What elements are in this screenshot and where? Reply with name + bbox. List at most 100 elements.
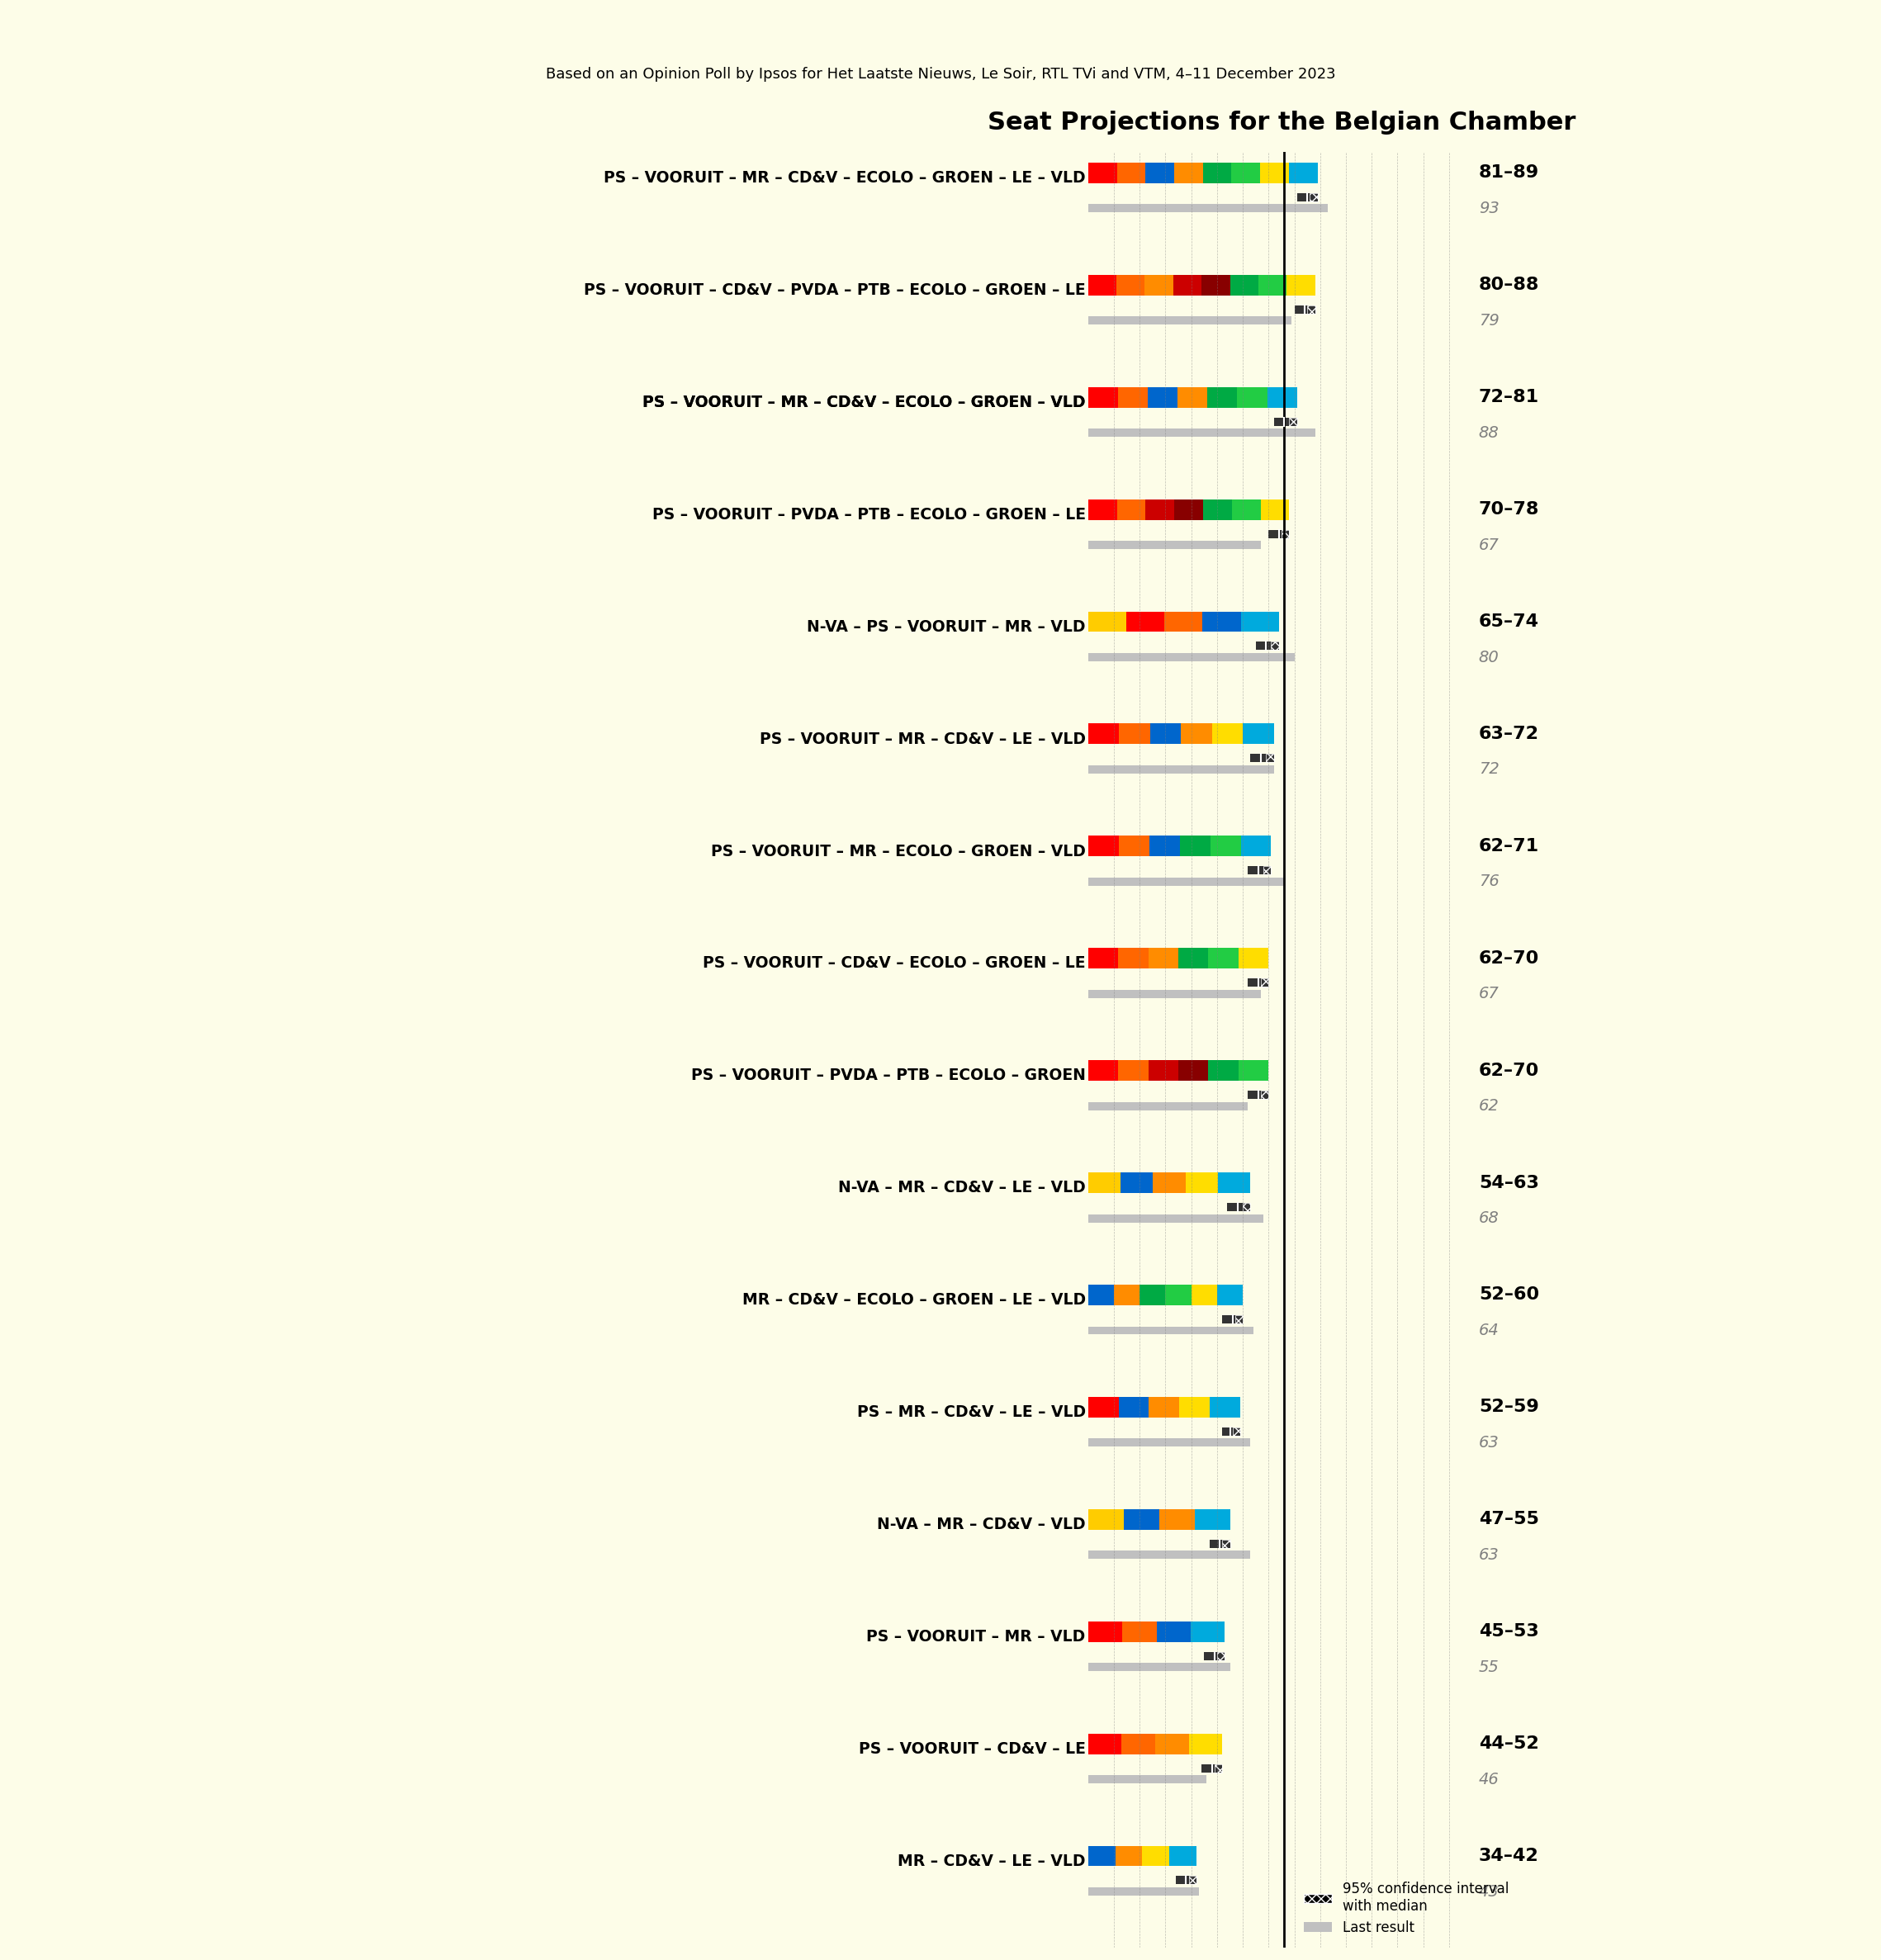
Text: 34–42: 34–42 — [1478, 1848, 1539, 1864]
Text: 62–71: 62–71 — [1478, 837, 1539, 855]
Bar — [1178, 386, 1208, 408]
Text: 45–53: 45–53 — [1478, 1623, 1539, 1641]
Bar — [1087, 1846, 1115, 1866]
Text: 52–60: 52–60 — [1478, 1286, 1539, 1303]
Text: 81–89: 81–89 — [1478, 165, 1539, 180]
Bar — [1087, 653, 1294, 661]
Bar — [1179, 1397, 1209, 1417]
Bar — [1087, 1733, 1121, 1754]
Text: 70–78: 70–78 — [1478, 502, 1539, 517]
Bar — [1087, 1621, 1123, 1642]
Bar — [1258, 274, 1287, 296]
Bar — [1117, 1060, 1147, 1080]
Text: MR – CD&V – LE – VLD: MR – CD&V – LE – VLD — [897, 1854, 1085, 1870]
Bar — [1273, 417, 1298, 425]
Bar — [1087, 1060, 1117, 1080]
Text: N-VA – PS – VOORUIT – MR – VLD: N-VA – PS – VOORUIT – MR – VLD — [807, 619, 1085, 635]
Bar — [1243, 723, 1273, 745]
Bar — [1087, 835, 1119, 857]
Text: 43: 43 — [1478, 1884, 1499, 1899]
Bar — [1226, 1203, 1251, 1211]
Bar — [1149, 835, 1179, 857]
Bar — [1117, 386, 1147, 408]
Text: PS – VOORUIT – MR – CD&V – LE – VLD: PS – VOORUIT – MR – CD&V – LE – VLD — [760, 731, 1085, 747]
Text: 64: 64 — [1478, 1323, 1499, 1339]
Bar — [1191, 1284, 1217, 1305]
Text: N-VA – MR – CD&V – VLD: N-VA – MR – CD&V – VLD — [877, 1517, 1085, 1533]
Bar — [1087, 1172, 1121, 1194]
Bar — [1178, 1060, 1208, 1080]
Bar — [1123, 1621, 1157, 1642]
Bar — [1204, 1652, 1225, 1660]
Text: 80–88: 80–88 — [1478, 276, 1539, 294]
Bar — [1087, 1213, 1264, 1223]
Bar — [1087, 1662, 1230, 1672]
Bar — [1117, 274, 1146, 296]
Bar — [1087, 1887, 1198, 1895]
Text: 93: 93 — [1478, 200, 1499, 216]
Text: Based on an Opinion Poll by Ipsos for Het Laatste Nieuws, Le Soir, RTL TVi and V: Based on an Opinion Poll by Ipsos for He… — [545, 67, 1336, 82]
Bar — [1142, 1846, 1170, 1866]
Bar — [1247, 866, 1272, 874]
Bar — [1202, 1764, 1223, 1772]
Title: Seat Projections for the Belgian Chamber: Seat Projections for the Belgian Chamber — [988, 110, 1576, 135]
Bar — [1117, 500, 1146, 519]
Text: 68: 68 — [1478, 1211, 1499, 1227]
Bar — [1209, 1397, 1240, 1417]
Bar — [1087, 1776, 1208, 1784]
Text: 72: 72 — [1478, 762, 1499, 778]
Bar — [1087, 274, 1117, 296]
Bar — [1217, 1652, 1225, 1660]
Bar — [1189, 1733, 1223, 1754]
Bar — [1208, 1060, 1238, 1080]
Bar — [1127, 612, 1164, 631]
Bar — [1230, 274, 1258, 296]
Text: PS – VOORUIT – MR – ECOLO – GROEN – VLD: PS – VOORUIT – MR – ECOLO – GROEN – VLD — [711, 843, 1085, 858]
Bar — [1287, 274, 1315, 296]
Text: PS – VOORUIT – MR – CD&V – ECOLO – GROEN – VLD: PS – VOORUIT – MR – CD&V – ECOLO – GROEN… — [643, 394, 1085, 410]
Bar — [1260, 500, 1288, 519]
Bar — [1174, 500, 1204, 519]
Bar — [1149, 1397, 1179, 1417]
Bar — [1223, 1315, 1243, 1323]
Bar — [1087, 163, 1117, 182]
Bar — [1170, 1846, 1196, 1866]
Bar — [1223, 1427, 1240, 1435]
Bar — [1232, 163, 1260, 182]
Bar — [1115, 1846, 1142, 1866]
Text: 46: 46 — [1478, 1772, 1499, 1788]
Bar — [1119, 835, 1149, 857]
Bar — [1238, 1060, 1268, 1080]
Bar — [1260, 163, 1288, 182]
Text: 79: 79 — [1478, 314, 1499, 329]
Text: 76: 76 — [1478, 874, 1499, 890]
Bar — [1087, 764, 1273, 774]
Text: PS – VOORUIT – CD&V – ECOLO – GROEN – LE: PS – VOORUIT – CD&V – ECOLO – GROEN – LE — [703, 956, 1085, 972]
Bar — [1251, 755, 1273, 762]
Text: PS – VOORUIT – CD&V – LE: PS – VOORUIT – CD&V – LE — [858, 1740, 1085, 1756]
Bar — [1232, 1427, 1240, 1435]
Bar — [1178, 949, 1208, 968]
Bar — [1215, 1764, 1223, 1772]
Text: 62–70: 62–70 — [1478, 1062, 1539, 1078]
Bar — [1238, 386, 1268, 408]
Bar — [1209, 835, 1241, 857]
Bar — [1247, 1090, 1268, 1100]
Bar — [1209, 1539, 1230, 1548]
Bar — [1288, 417, 1298, 425]
Bar — [1264, 866, 1272, 874]
Bar — [1087, 1550, 1251, 1558]
Text: 67: 67 — [1478, 537, 1499, 553]
Bar — [1232, 500, 1260, 519]
Text: PS – VOORUIT – MR – VLD: PS – VOORUIT – MR – VLD — [867, 1629, 1085, 1644]
Text: 63: 63 — [1478, 1435, 1499, 1450]
Bar — [1087, 949, 1117, 968]
Bar — [1174, 274, 1202, 296]
Text: 54–63: 54–63 — [1478, 1174, 1539, 1192]
Bar — [1294, 306, 1315, 314]
Text: 63: 63 — [1478, 1546, 1499, 1562]
Bar — [1117, 949, 1147, 968]
Bar — [1217, 1284, 1243, 1305]
Bar — [1243, 1203, 1251, 1211]
Bar — [1202, 612, 1241, 631]
